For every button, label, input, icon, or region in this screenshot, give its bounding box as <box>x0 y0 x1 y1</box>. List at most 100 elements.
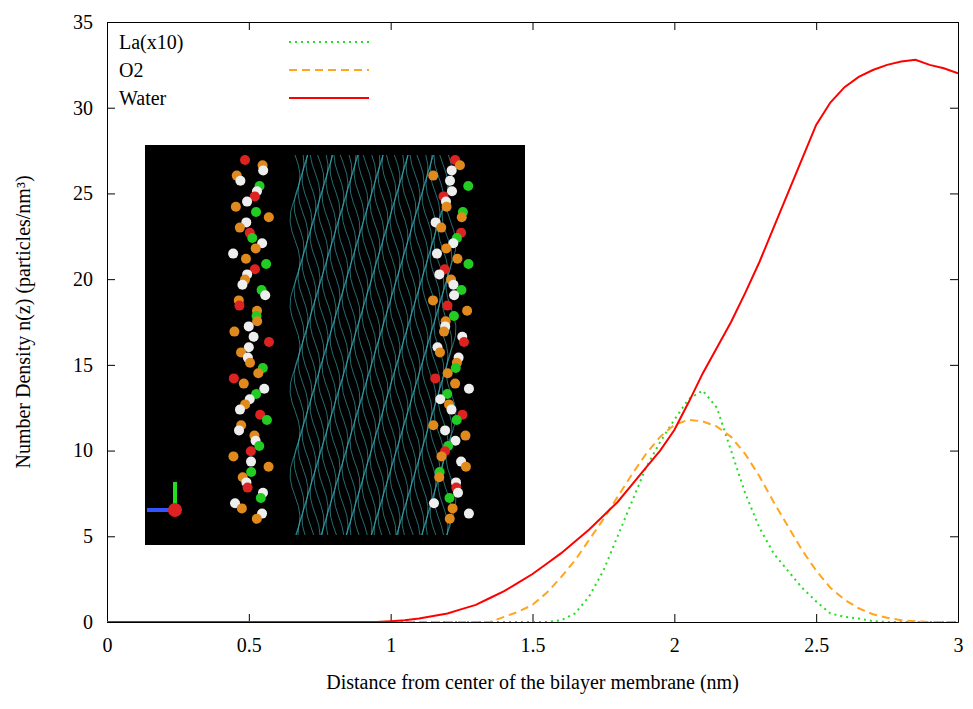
inset-atom <box>455 160 465 170</box>
tick <box>950 536 958 537</box>
inset-atom <box>432 249 442 259</box>
inset-atom <box>243 483 253 493</box>
inset-atom <box>452 254 462 264</box>
inset-atom <box>235 176 245 186</box>
tick-mark <box>950 22 958 23</box>
inset-lipid <box>418 155 428 535</box>
inset-atom <box>235 405 245 415</box>
tick-mark <box>533 22 534 30</box>
axis-line <box>108 622 959 623</box>
inset-atom <box>252 514 262 524</box>
axis-line <box>958 23 959 623</box>
inset-atom <box>434 472 444 482</box>
inset-atom <box>251 207 261 217</box>
tick <box>950 193 958 194</box>
inset-atom <box>434 269 444 279</box>
inset-atom <box>246 446 256 456</box>
inset-atom <box>443 368 453 378</box>
tick: 5 <box>83 525 115 547</box>
tick-mark <box>533 614 534 622</box>
inset-atom <box>441 243 451 253</box>
inset-lipid <box>398 155 408 535</box>
tick <box>950 279 958 280</box>
inset-lipid <box>342 155 352 535</box>
inset-background <box>145 145 525 545</box>
inset-atom <box>436 223 446 233</box>
x-axis-title: Distance from center of the bilayer memb… <box>326 671 739 694</box>
tick <box>674 22 675 30</box>
inset-atom <box>260 290 270 300</box>
inset-atom <box>235 223 245 233</box>
inset-lipid <box>410 155 420 535</box>
tick-mark <box>107 365 115 366</box>
inset-atom <box>430 373 440 383</box>
series-group <box>107 60 958 622</box>
inset-atom <box>439 327 449 337</box>
inset-atom <box>448 503 458 513</box>
tick-mark <box>249 22 250 30</box>
tick-label: 25 <box>73 182 93 204</box>
inset-lipid <box>382 155 392 535</box>
inset-atom <box>459 337 469 347</box>
inset-atom <box>264 462 274 472</box>
tick: 30 <box>73 97 115 119</box>
legend: La(x10) O2 Water <box>119 31 369 109</box>
inset-atom <box>256 493 266 503</box>
tick-mark <box>950 536 958 537</box>
y-axis-title: Number Density n(z) (particles/nm³) <box>12 175 35 468</box>
tick <box>950 622 958 623</box>
inset-atom <box>428 420 438 430</box>
inset-atom <box>453 488 463 498</box>
legend-swatch <box>289 97 369 99</box>
tick-mark <box>107 451 115 452</box>
tick-mark <box>950 365 958 366</box>
tick-mark <box>950 622 958 623</box>
inset-lipid <box>378 155 388 535</box>
tick-label: 0 <box>103 634 113 656</box>
legend-label: La(x10) <box>119 31 183 54</box>
inset-atom <box>429 498 439 508</box>
inset-atom <box>435 347 445 357</box>
inset-atom <box>245 358 255 368</box>
inset-atom <box>234 425 244 435</box>
tick-mark <box>950 279 958 280</box>
inset-atom <box>234 301 244 311</box>
inset-image <box>145 145 525 545</box>
legend-label: O2 <box>119 59 143 81</box>
tick <box>950 365 958 366</box>
inset-atom <box>445 176 455 186</box>
inset-atom <box>457 212 467 222</box>
inset-atom <box>440 425 450 435</box>
axis-line <box>107 23 108 623</box>
tick-mark <box>249 614 250 622</box>
tick-mark <box>107 22 115 23</box>
tick <box>391 22 392 30</box>
inset-atom <box>464 384 474 394</box>
series-line <box>107 420 958 622</box>
tick: 15 <box>73 354 115 376</box>
inset-lipid <box>346 155 356 535</box>
inset-lipid <box>298 155 308 535</box>
tick-mark <box>107 193 115 194</box>
inset-atom <box>447 165 457 175</box>
inset-atom <box>460 431 470 441</box>
tick-label: 20 <box>73 268 93 290</box>
legend-label: Water <box>119 87 167 109</box>
inset-atom <box>442 301 452 311</box>
tick: 20 <box>73 268 115 290</box>
inset-lipid <box>326 155 336 535</box>
tick-label: 3 <box>954 634 964 656</box>
tick: 1.5 <box>521 614 546 656</box>
inset-atom <box>239 379 249 389</box>
inset-lipid <box>314 155 324 535</box>
inset-atom <box>242 197 252 207</box>
tick <box>950 22 958 23</box>
tick-label: 35 <box>73 11 93 33</box>
tick: 2.5 <box>804 614 829 656</box>
inset-atom <box>442 202 452 212</box>
chart: 00.511.522.5305101520253035La(x10)O2Wate… <box>0 0 973 709</box>
tick: 25 <box>73 182 115 204</box>
inset-atom <box>461 462 471 472</box>
inset-lipid <box>374 155 384 535</box>
tick-mark <box>107 108 115 109</box>
